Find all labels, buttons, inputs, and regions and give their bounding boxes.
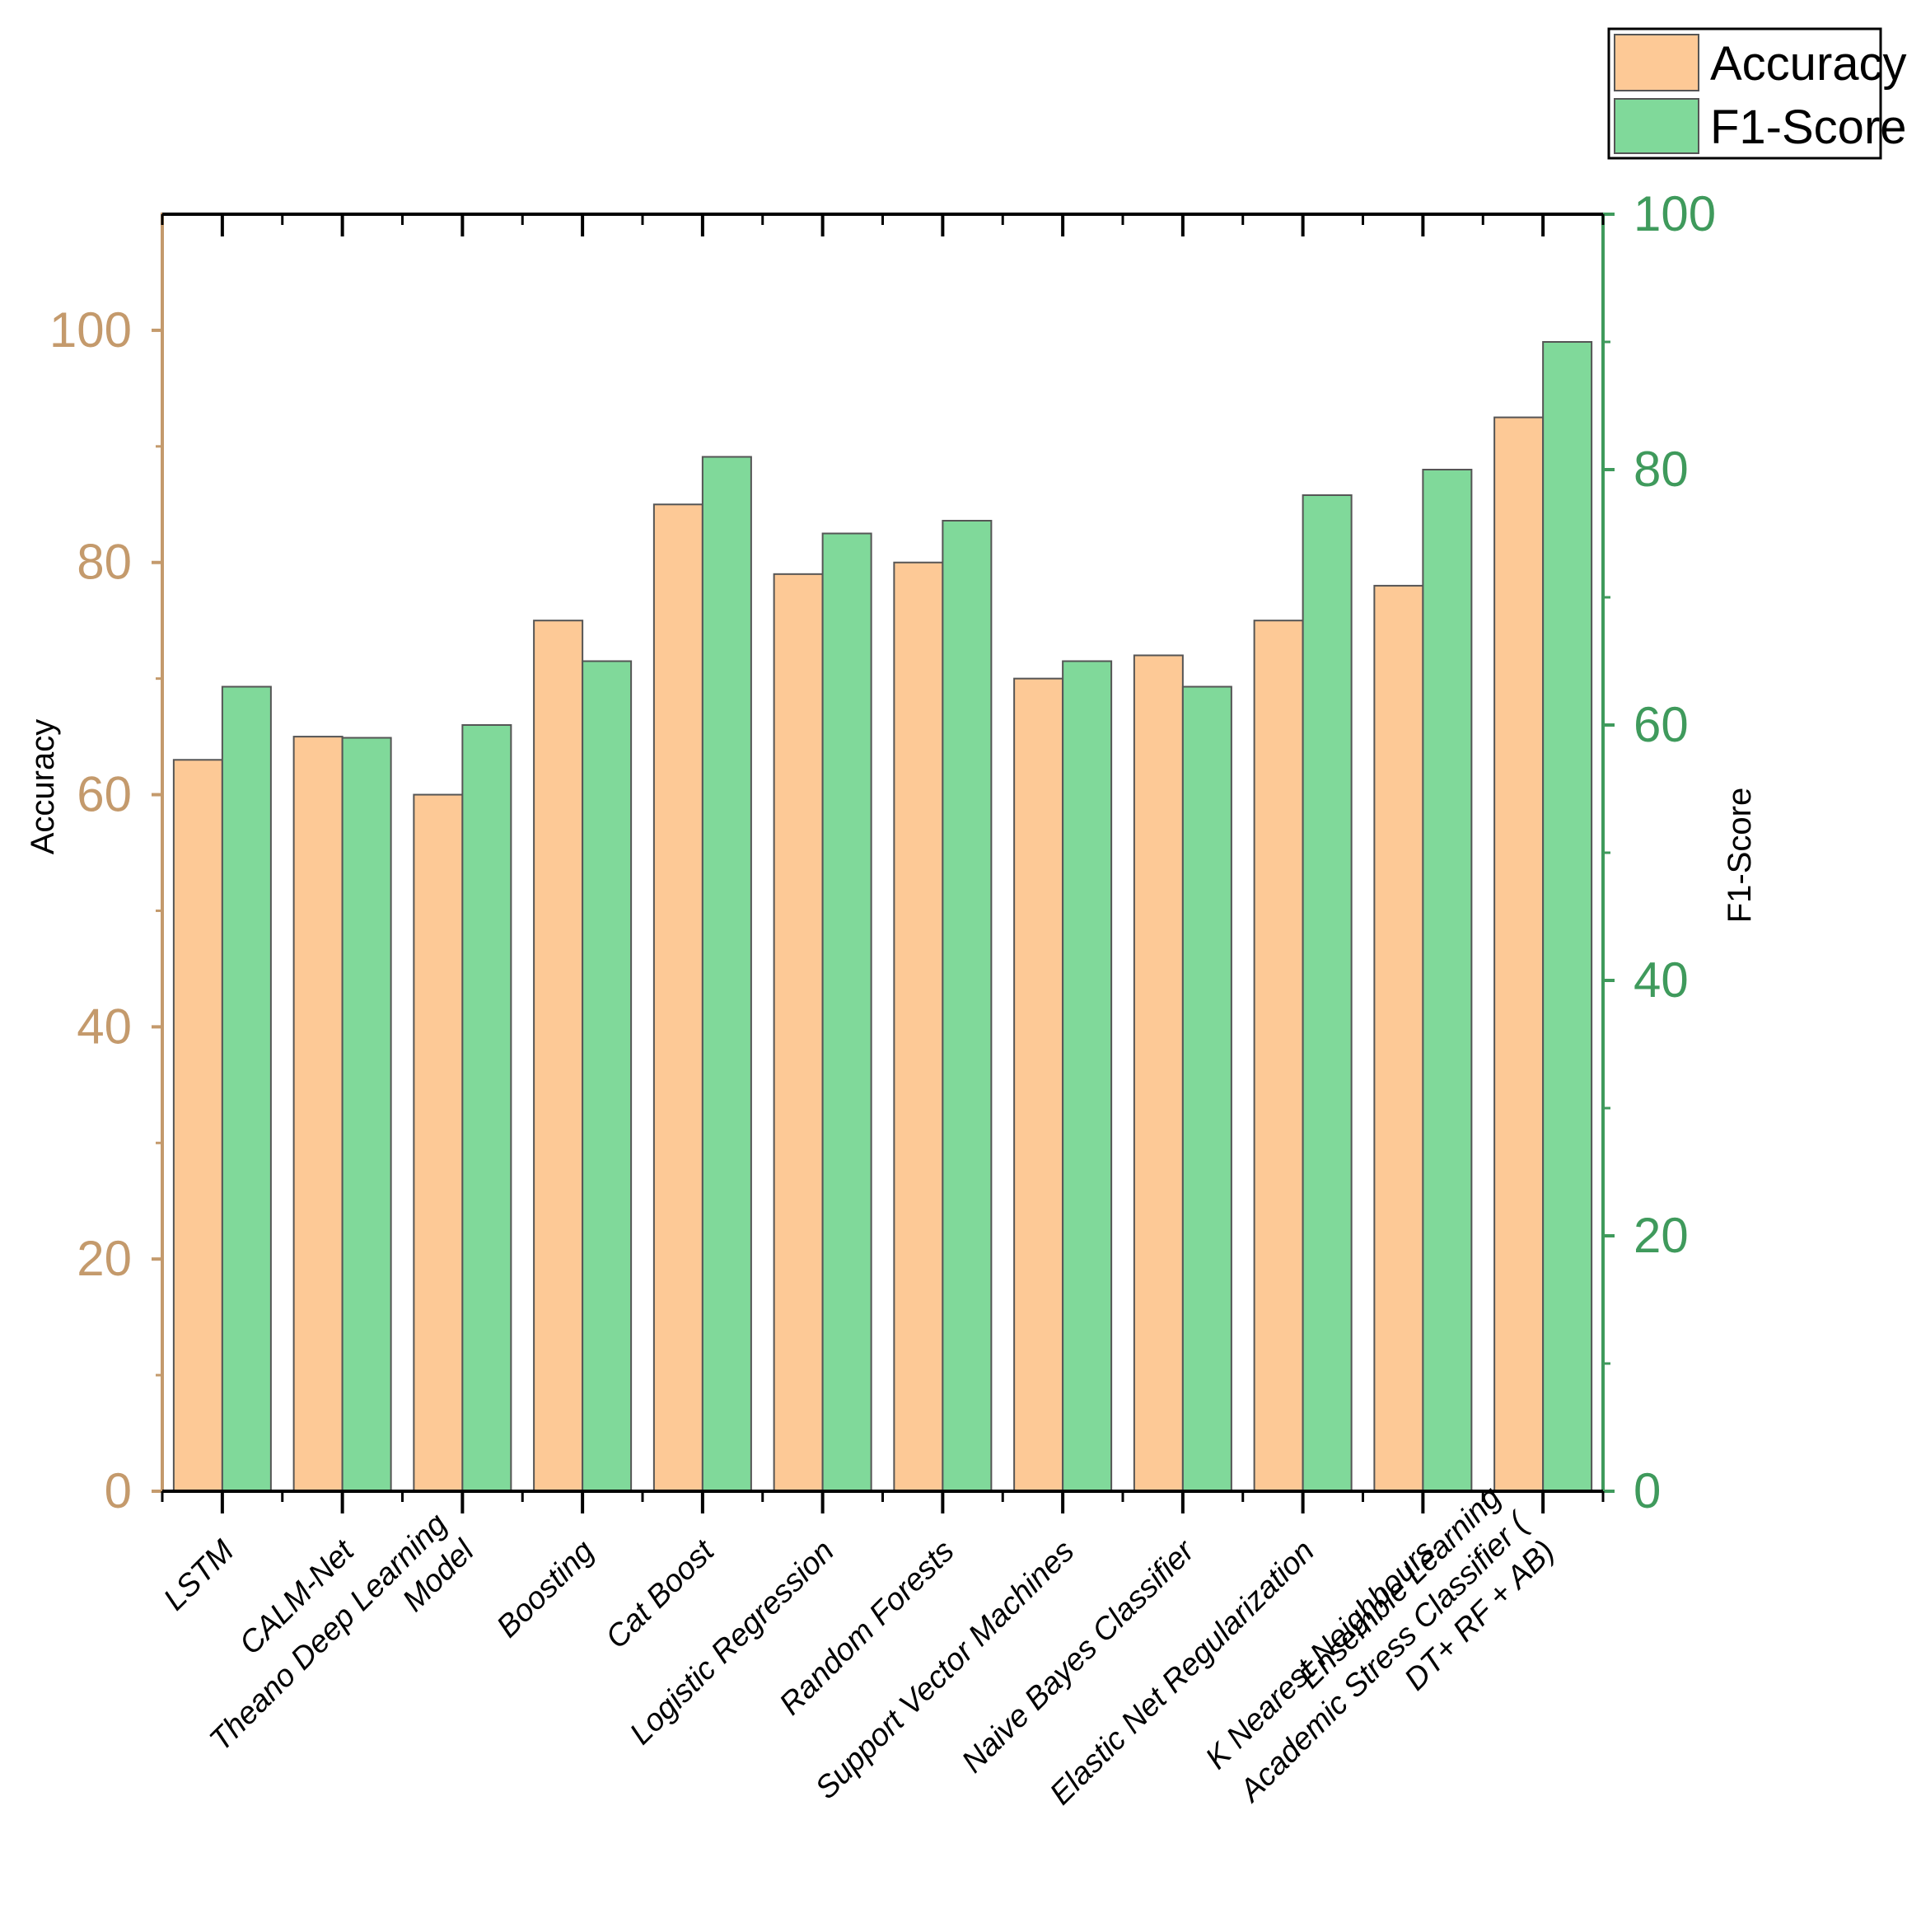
legend-label-f1-score: F1-Score: [1710, 101, 1907, 154]
bar-accuracy-naive-bayes-classifier: [1133, 654, 1184, 1492]
bar-accuracy-lstm: [172, 759, 223, 1492]
bar-accuracy-cat-boost: [652, 503, 703, 1492]
bar-f1-score-elastic-net-regularization: [1302, 494, 1353, 1492]
left-tick-label: 0: [105, 1463, 132, 1518]
left-tick-label: 60: [77, 767, 132, 822]
category-label-cat-boost: Cat Boost: [600, 1533, 722, 1656]
category-label-lstm: LSTM: [157, 1533, 241, 1617]
left-tick-label: 100: [49, 302, 132, 358]
legend: Accuracy F1-Score: [1607, 27, 1907, 160]
category-label-line: Logistic Regression: [624, 1534, 841, 1752]
bar-f1-score-logistic-regression: [821, 532, 872, 1492]
bars-layer: [172, 341, 1593, 1493]
right-tick-label: 60: [1634, 697, 1689, 752]
category-label-boosting: Boosting: [490, 1534, 601, 1644]
category-label-naive-bayes-classifier: Naive Bayes Classifier: [956, 1533, 1202, 1780]
bar-accuracy-random-forests: [893, 561, 944, 1492]
bar-f1-score-k-nearest-neighbours: [1422, 469, 1473, 1492]
right-tick-label: 0: [1634, 1463, 1661, 1518]
left-axis-title: Accuracy: [25, 719, 61, 855]
bar-accuracy-calm-net: [292, 736, 344, 1492]
bar-f1-score-theano-deep-learning-model: [461, 724, 512, 1492]
legend-swatch-f1-score: [1614, 98, 1699, 154]
right-tick-label: 80: [1634, 442, 1689, 497]
ticks-layer: [152, 213, 1615, 1513]
category-label-line: Academic Stress Classifier (: [1232, 1505, 1536, 1809]
bar-accuracy-support-vector-machines: [1013, 677, 1064, 1492]
category-label-line: Cat Boost: [600, 1533, 722, 1656]
right-tick-label: 100: [1634, 186, 1716, 241]
bar-f1-score-cat-boost: [701, 456, 752, 1492]
left-tick-label: 80: [77, 535, 132, 590]
right-tick-label: 20: [1634, 1208, 1689, 1263]
bar-f1-score-random-forests: [942, 520, 993, 1492]
category-label-line: LSTM: [157, 1533, 241, 1617]
right-tick-label: 40: [1634, 952, 1689, 1008]
category-label-logistic-regression: Logistic Regression: [624, 1534, 841, 1752]
left-tick-label: 40: [77, 999, 132, 1054]
bar-accuracy-logistic-regression: [773, 573, 824, 1492]
bar-f1-score-naive-bayes-classifier: [1181, 685, 1232, 1492]
bar-accuracy-boosting: [533, 620, 584, 1493]
left-tick-label: 20: [77, 1231, 132, 1286]
category-label-line: Naive Bayes Classifier: [956, 1533, 1202, 1780]
bar-f1-score-ensemble-learning-academic-stress-classifier-dt-rf-ab: [1542, 341, 1593, 1492]
right-axis-title: F1-Score: [1722, 788, 1758, 924]
bar-accuracy-theano-deep-learning-model: [413, 793, 464, 1492]
bar-accuracy-k-nearest-neighbours: [1373, 584, 1424, 1493]
category-label-line: Boosting: [490, 1534, 601, 1644]
bar-f1-score-lstm: [221, 685, 272, 1492]
legend-swatch-accuracy: [1614, 34, 1699, 91]
bar-f1-score-boosting: [582, 660, 633, 1492]
legend-label-accuracy: Accuracy: [1710, 37, 1907, 91]
bar-f1-score-calm-net: [341, 737, 392, 1492]
bar-accuracy-elastic-net-regularization: [1253, 620, 1304, 1493]
bar-accuracy-ensemble-learning-academic-stress-classifier-dt-rf-ab: [1493, 416, 1545, 1492]
bar-f1-score-support-vector-machines: [1062, 660, 1113, 1492]
